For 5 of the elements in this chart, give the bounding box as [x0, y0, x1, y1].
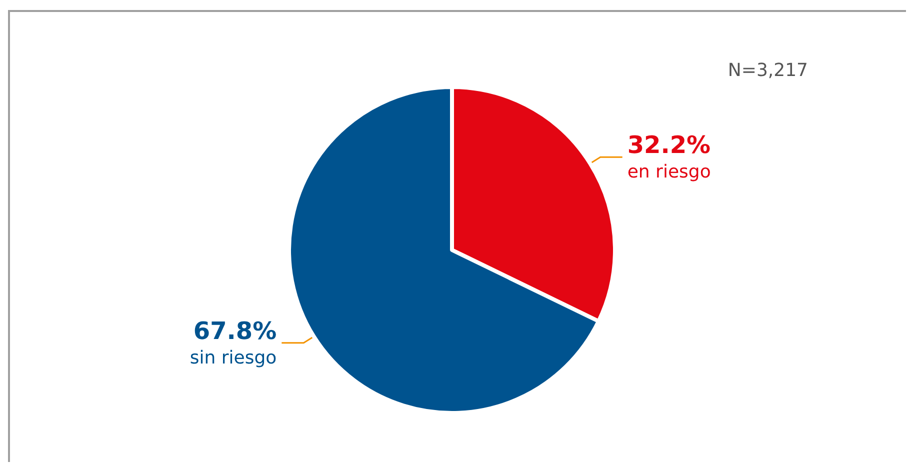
- data-label: 67.8%: [193, 316, 277, 345]
- slice-label: en riesgo: [627, 162, 711, 183]
- text: N=3,217: [728, 60, 808, 81]
- slice-label: sin riesgo: [190, 347, 277, 368]
- data-label: 32.2%: [627, 131, 711, 160]
